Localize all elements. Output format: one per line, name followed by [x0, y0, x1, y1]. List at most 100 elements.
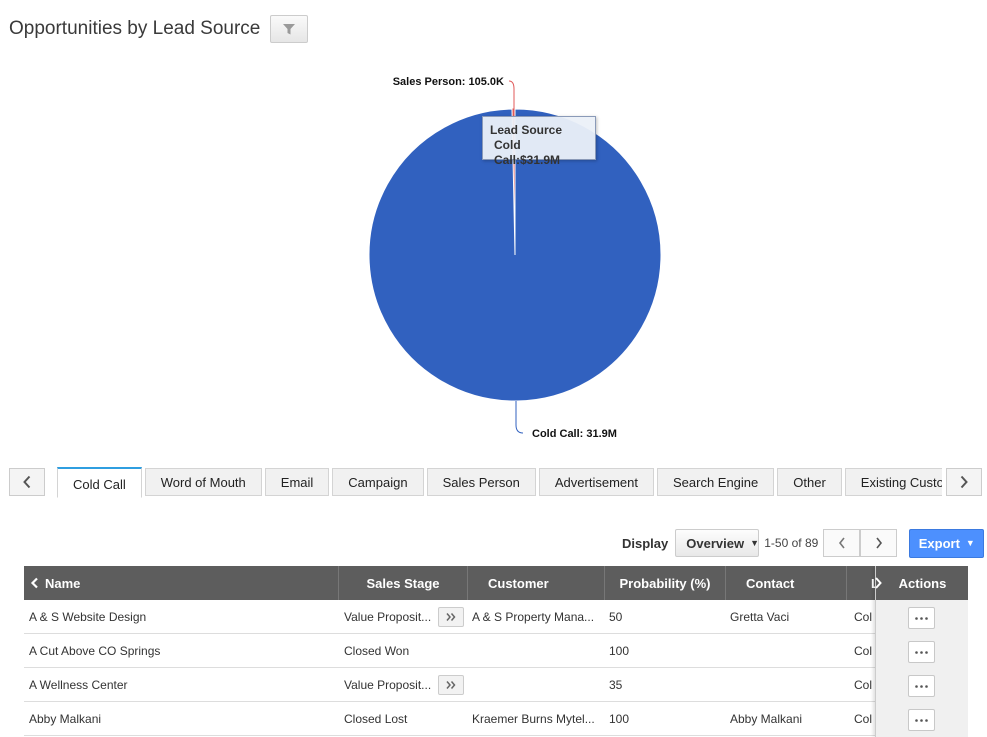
display-dropdown[interactable]: Overview ▼: [675, 529, 760, 557]
lead-source-tabs: Cold Call Word of Mouth Email Campaign Sales…: [9, 467, 987, 499]
actions-column: Actions: [875, 566, 968, 737]
cell-contact: [730, 634, 840, 668]
pie-chart: Sales Person: 105.0K Cold Call: 31.9M: [0, 60, 987, 460]
chevron-left-icon: [838, 537, 845, 549]
cell-lead: Col: [854, 678, 873, 692]
cell-name: Abby Malkani: [29, 712, 102, 726]
cell-stage: Closed Won: [344, 644, 410, 658]
cell-customer: A & S Property Mana...: [472, 610, 595, 624]
tab-label: Advertisement: [554, 474, 638, 490]
double-chevron-right-icon: [446, 613, 456, 621]
column-header-label: Name: [45, 575, 81, 591]
tab-existing-customer[interactable]: Existing Customer: [844, 468, 942, 496]
cell-probability: 35: [609, 678, 623, 692]
chart-tooltip: Lead Source Cold Call:$31.9M: [482, 116, 596, 167]
next-page-button[interactable]: [860, 529, 898, 557]
table-row[interactable]: A & S Website Design Value Proposit... A &…: [24, 600, 968, 634]
tab-label: Email: [280, 474, 314, 490]
tab-cold-call[interactable]: Cold Call: [57, 467, 142, 498]
tab-sales-person[interactable]: Sales Person: [426, 468, 536, 496]
header: Opportunities by Lead Source: [9, 14, 309, 44]
cell-probability: 50: [609, 610, 623, 624]
cell-contact: [730, 668, 840, 702]
column-header-label: Probability (%): [619, 575, 711, 591]
column-header-lead-source[interactable]: L: [847, 566, 887, 600]
more-horizontal-icon: [915, 718, 928, 722]
filter-icon: [283, 23, 296, 34]
chevron-right-icon: [876, 537, 882, 549]
actions-header: Actions: [873, 566, 968, 600]
column-header-label: Sales Stage: [366, 575, 440, 591]
export-button[interactable]: Export ▼: [909, 528, 985, 558]
advance-stage-button[interactable]: [438, 607, 464, 627]
tooltip-title: Lead Source: [490, 123, 563, 137]
cell-stage: Value Proposit...: [344, 678, 432, 692]
previous-page-button[interactable]: [823, 529, 861, 557]
cell-probability: 100: [609, 712, 630, 726]
grid-header: Name Sales Stage Customer Probability (%…: [24, 566, 968, 600]
tab-label: Sales Person: [442, 474, 520, 490]
tabs-scroll-left-button[interactable]: [9, 468, 45, 496]
pager-text: 1-50 of 89: [764, 536, 819, 550]
caret-down-icon: ▼: [965, 538, 975, 548]
more-horizontal-icon: [915, 684, 928, 688]
column-header-customer[interactable]: Customer: [468, 566, 605, 600]
table-row[interactable]: A Cut Above CO Springs Closed Won 100 Col: [24, 634, 968, 668]
more-horizontal-icon: [915, 650, 928, 654]
cell-customer: Kraemer Burns Mytel...: [472, 712, 595, 726]
cell-contact: Abby Malkani: [730, 712, 803, 726]
advance-stage-button[interactable]: [438, 675, 464, 695]
cell-customer: [472, 668, 602, 702]
tab-campaign[interactable]: Campaign: [332, 468, 424, 496]
chevron-left-icon: [30, 577, 38, 589]
cell-lead: Col: [854, 712, 873, 726]
column-header-probability[interactable]: Probability (%): [605, 566, 726, 600]
cell-customer: [472, 634, 602, 668]
chevron-right-icon[interactable]: [873, 576, 883, 590]
caret-down-icon: ▼: [750, 538, 759, 548]
cell-contact: Gretta Vaci: [730, 610, 790, 624]
tab-advertisement[interactable]: Advertisement: [538, 468, 654, 496]
cell-stage: Closed Lost: [344, 712, 408, 726]
column-header-label: Contact: [746, 575, 795, 591]
tab-label: Existing Customer: [860, 474, 942, 490]
pie-chart-svg: Sales Person: 105.0K Cold Call: 31.9M: [368, 76, 662, 440]
row-actions-button[interactable]: [908, 641, 935, 663]
export-label: Export: [918, 535, 960, 551]
data-label-cold-call: Cold Call: 31.9M: [532, 428, 617, 440]
tab-word-of-mouth[interactable]: Word of Mouth: [144, 468, 262, 496]
cell-probability: 100: [609, 644, 630, 658]
pie-slice-cold-call[interactable]: [368, 108, 662, 402]
display-label: Display: [622, 535, 669, 551]
column-header-label: Customer: [488, 575, 549, 591]
cell-lead: Col: [854, 610, 873, 624]
filter-button[interactable]: [270, 15, 309, 43]
tooltip-value: Cold Call:$31.9M: [494, 138, 561, 167]
row-actions-button[interactable]: [908, 709, 935, 731]
opportunities-grid: Name Sales Stage Customer Probability (%…: [24, 566, 968, 737]
more-horizontal-icon: [915, 616, 928, 620]
chevron-left-icon: [23, 475, 31, 489]
tab-email[interactable]: Email: [264, 468, 330, 496]
column-header-contact[interactable]: Contact: [726, 566, 847, 600]
tab-label: Search Engine: [672, 474, 759, 490]
tabs-scroll-right-button[interactable]: [946, 468, 982, 496]
column-header-name[interactable]: Name: [24, 566, 339, 600]
column-header-sales-stage[interactable]: Sales Stage: [339, 566, 468, 600]
leader-line-sales-person: [508, 80, 515, 111]
data-label-sales-person: Sales Person: 105.0K: [393, 76, 504, 88]
cell-name: A & S Website Design: [29, 610, 147, 624]
tab-other[interactable]: Other: [777, 468, 842, 496]
grid-toolbar: Display Overview ▼ 1-50 of 89 Export ▼: [622, 528, 985, 558]
row-actions-button[interactable]: [908, 675, 935, 697]
leader-line-cold-call: [515, 401, 524, 434]
tab-search-engine[interactable]: Search Engine: [656, 468, 775, 496]
table-row[interactable]: Abby Malkani Closed Lost Kraemer Burns Myt…: [24, 702, 968, 736]
table-row[interactable]: A Wellness Center Value Proposit... 35 Col: [24, 668, 968, 702]
page-title: Opportunities by Lead Source: [9, 18, 261, 39]
actions-header-label: Actions: [898, 575, 947, 591]
tab-label: Cold Call: [73, 477, 126, 492]
row-actions-button[interactable]: [908, 607, 935, 629]
tab-label: Campaign: [348, 474, 408, 490]
tab-label: Word of Mouth: [160, 474, 246, 490]
